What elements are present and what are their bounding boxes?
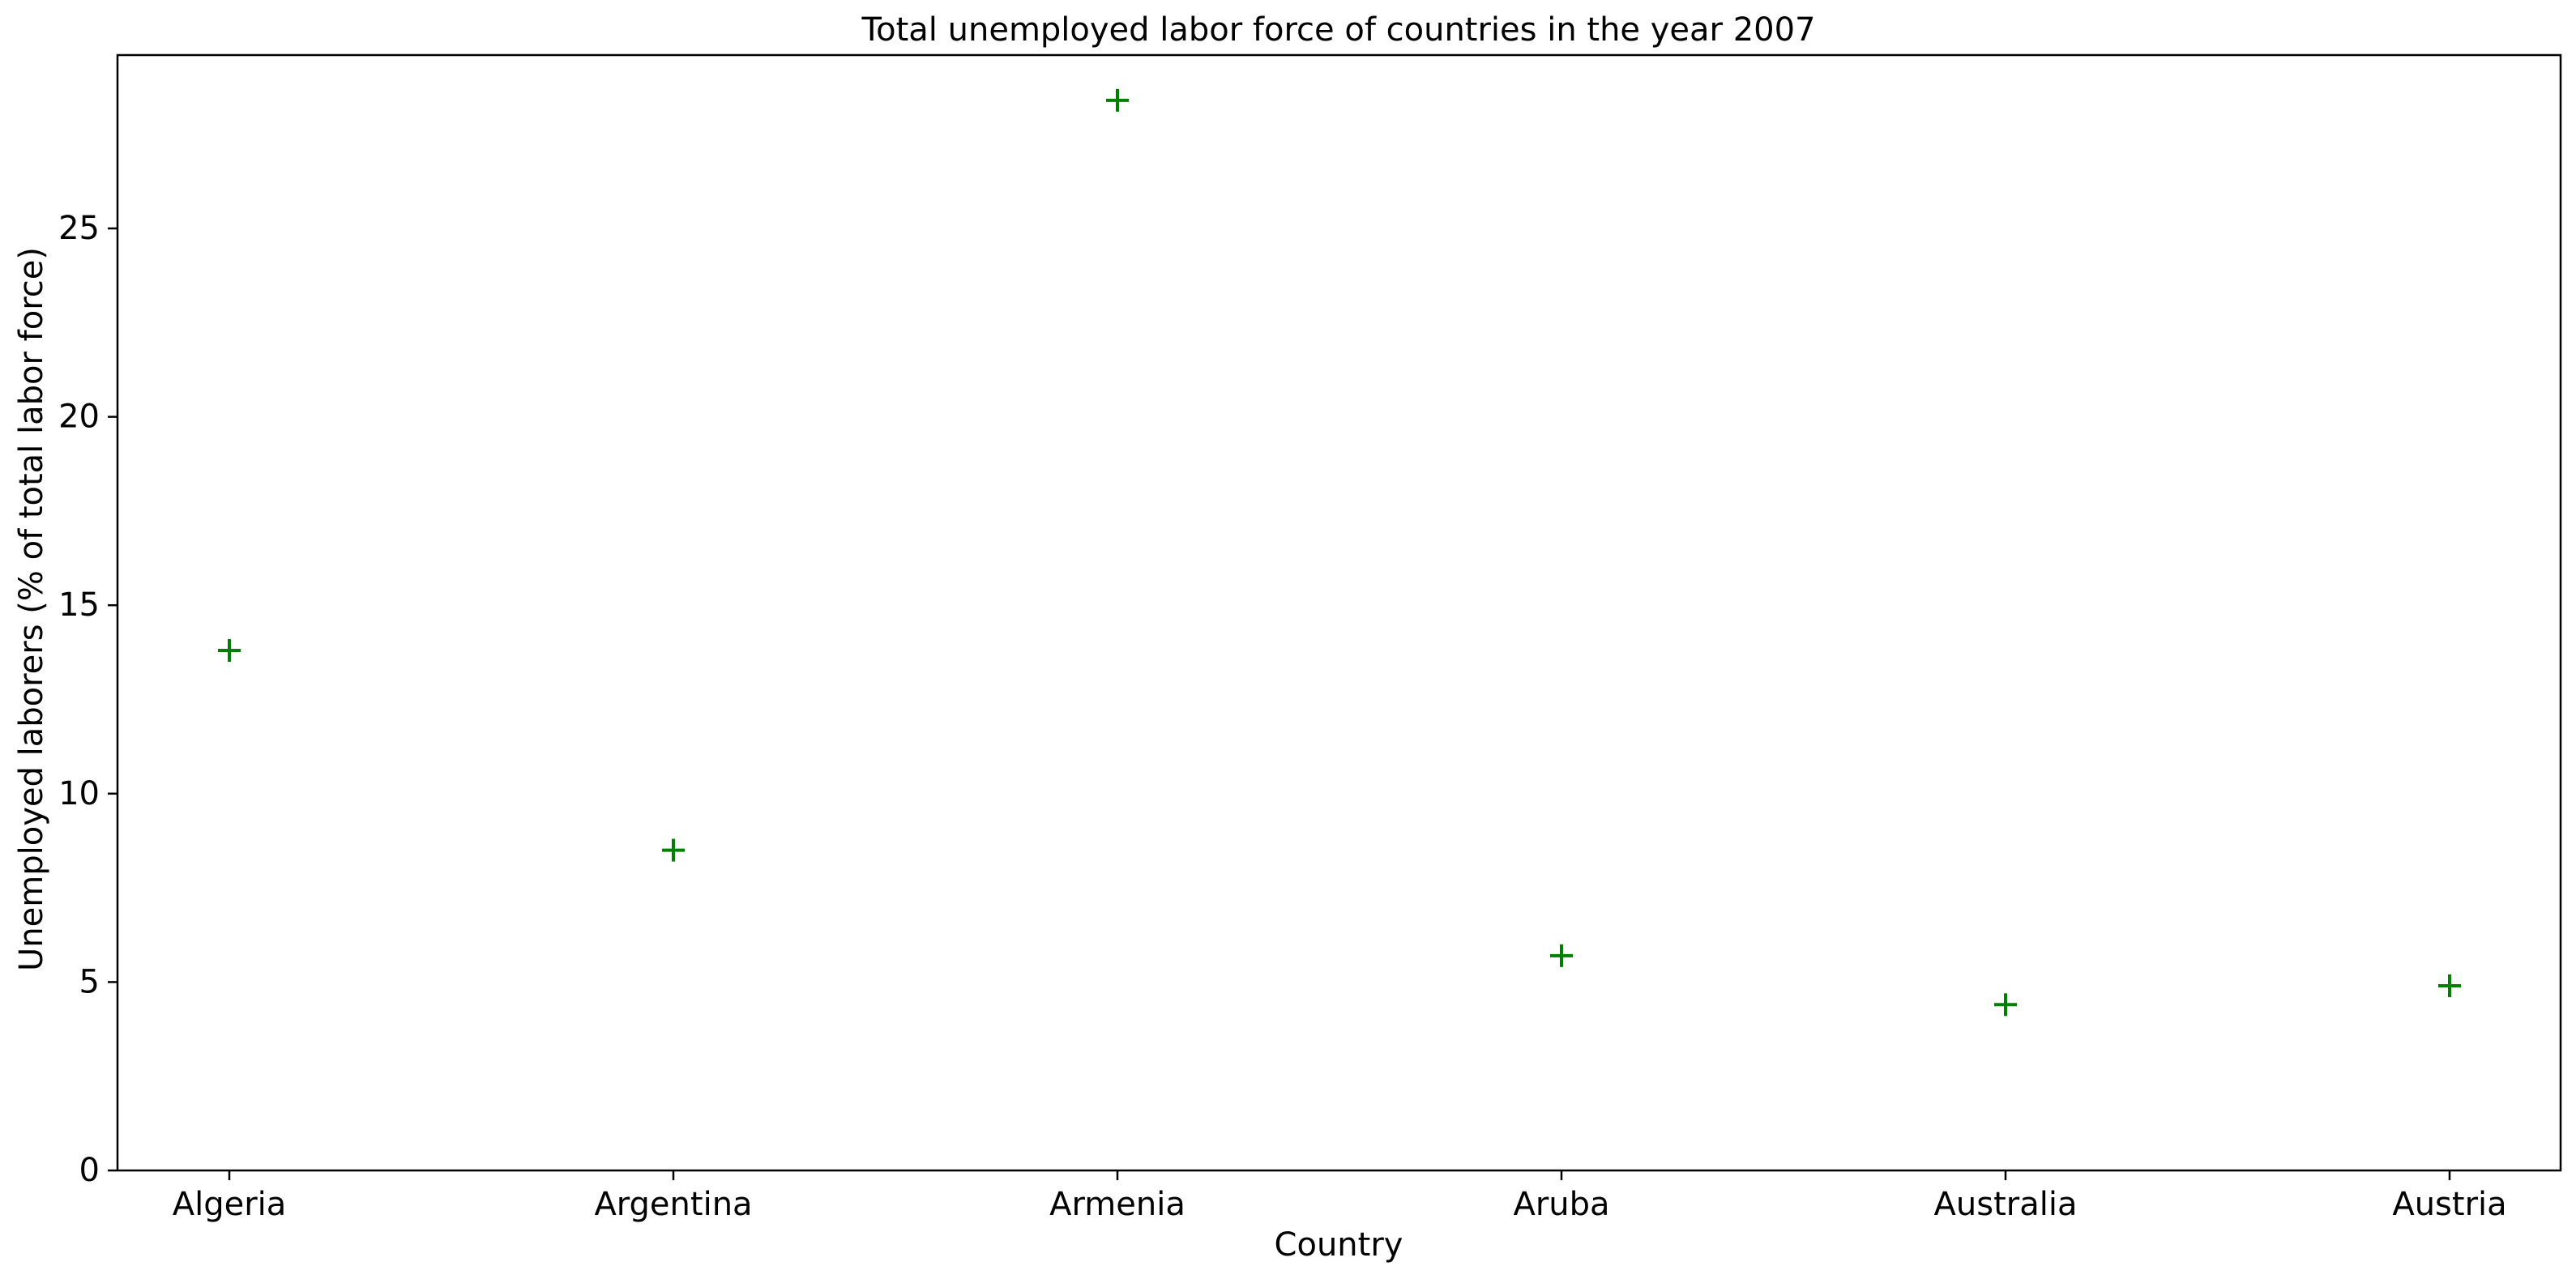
data-point: [1550, 944, 1573, 967]
data-point: [2438, 974, 2461, 998]
x-axis-label: Country: [1275, 1226, 1403, 1264]
plot-area: 0 5 10 15 20 25 Algeria Argentina Armenia Aruba Au…: [58, 53, 2562, 1223]
x-tick-label: Australia: [1934, 1186, 2078, 1223]
data-point: [662, 838, 685, 862]
y-tick-label: 20: [58, 399, 100, 436]
x-tick-label: Algeria: [173, 1186, 287, 1223]
plot-frame: [116, 53, 2562, 1172]
data-point: [1106, 88, 1129, 112]
chart-title: Total unemployed labor force of countrie…: [861, 11, 1816, 49]
y-tick-label: 0: [79, 1152, 100, 1189]
y-axis-label: Unemployed laborers (% of total labor fo…: [13, 247, 50, 971]
data-point: [1994, 993, 2017, 1017]
data-point: [218, 639, 241, 663]
x-tick-label: Aruba: [1513, 1186, 1609, 1223]
y-tick-label: 10: [58, 775, 100, 812]
y-tick-label: 25: [58, 210, 100, 247]
x-tick-label: Armenia: [1049, 1186, 1185, 1223]
y-tick-label: 5: [79, 963, 100, 1000]
y-tick-label: 15: [58, 586, 100, 624]
x-tick-label: Austria: [2392, 1186, 2506, 1223]
x-tick-label: Argentina: [594, 1186, 752, 1223]
